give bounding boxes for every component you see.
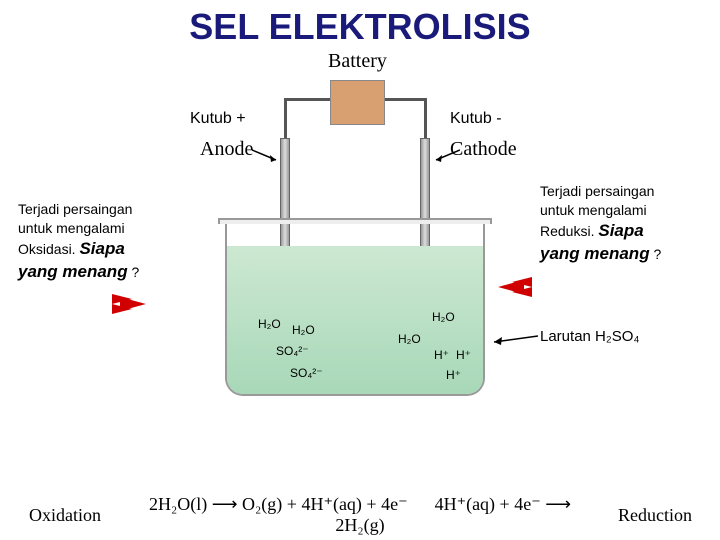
wire-top-right [382,98,424,101]
left-line3a: Oksidasi. [18,241,79,257]
left-line4b: ? [128,264,140,280]
ion-h2o-cathode-1: H₂O [432,310,455,324]
anode-pointer-arrow [252,146,280,166]
right-line3a: Reduksi. [540,223,598,239]
eq-left: 2H₂O(l) ⟶ O₂(g) + 4H⁺(aq) + 4e⁻ [149,494,408,514]
page-title: SEL ELEKTROLISIS [0,0,720,48]
arrow-left-to-anode [120,297,146,311]
ion-h2o-cathode-2: H₂O [398,332,421,346]
right-line4: yang menang ? [540,243,720,266]
equation-line: 2H₂O(l) ⟶ O₂(g) + 4H⁺(aq) + 4e⁻ 4H⁺(aq) … [130,494,590,536]
footer-equations: Oxidation 2H₂O(l) ⟶ O₂(g) + 4H⁺(aq) + 4e… [0,490,720,540]
ion-h2o-anode-1: H₂O [258,317,281,331]
cathode-pointer-arrow [432,146,460,166]
oxidation-label: Oxidation [0,505,130,526]
right-line3: Reduksi. Siapa [540,220,720,243]
left-line4: yang menang ? [18,261,208,284]
battery-box [330,80,385,125]
solution-label: Larutan H₂SO₄ [540,328,640,345]
right-line1: Terjadi persaingan [540,182,720,201]
battery-label: Battery [328,50,387,73]
left-side-text: Terjadi persaingan untuk mengalami Oksid… [18,200,208,284]
wire-top-left [284,98,336,101]
ion-hplus-3: H⁺ [446,368,461,382]
left-line2: untuk mengalami [18,219,208,238]
wire-right-vert [424,98,427,140]
ion-h2o-anode-2: H₂O [292,323,315,337]
anode-label: Anode [200,138,253,161]
ion-hplus-2: H⁺ [456,348,471,362]
diagram-canvas: Battery Kutub + Kutub - Anode Cathode H₂… [0,50,720,490]
ion-so4-1: SO₄²⁻ [276,344,309,358]
right-line3b: Siapa [598,221,643,240]
right-line2: untuk mengalami [540,201,720,220]
right-line4a: yang menang [540,244,650,263]
right-line4b: ? [650,246,662,262]
ion-so4-2: SO₄²⁻ [290,366,323,380]
ion-hplus-1: H⁺ [434,348,449,362]
left-line1: Terjadi persaingan [18,200,208,219]
reduction-label: Reduction [590,505,720,526]
pole-minus-label: Kutub - [450,110,502,128]
left-line3: Oksidasi. Siapa [18,238,208,261]
solution-pointer-arrow [488,330,538,348]
left-line4a: yang menang [18,262,128,281]
right-side-text: Terjadi persaingan untuk mengalami Reduk… [540,182,720,266]
wire-left-vert [284,98,287,140]
left-line3b: Siapa [79,239,124,258]
arrow-right-to-cathode [498,280,524,294]
pole-plus-label: Kutub + [190,110,246,128]
